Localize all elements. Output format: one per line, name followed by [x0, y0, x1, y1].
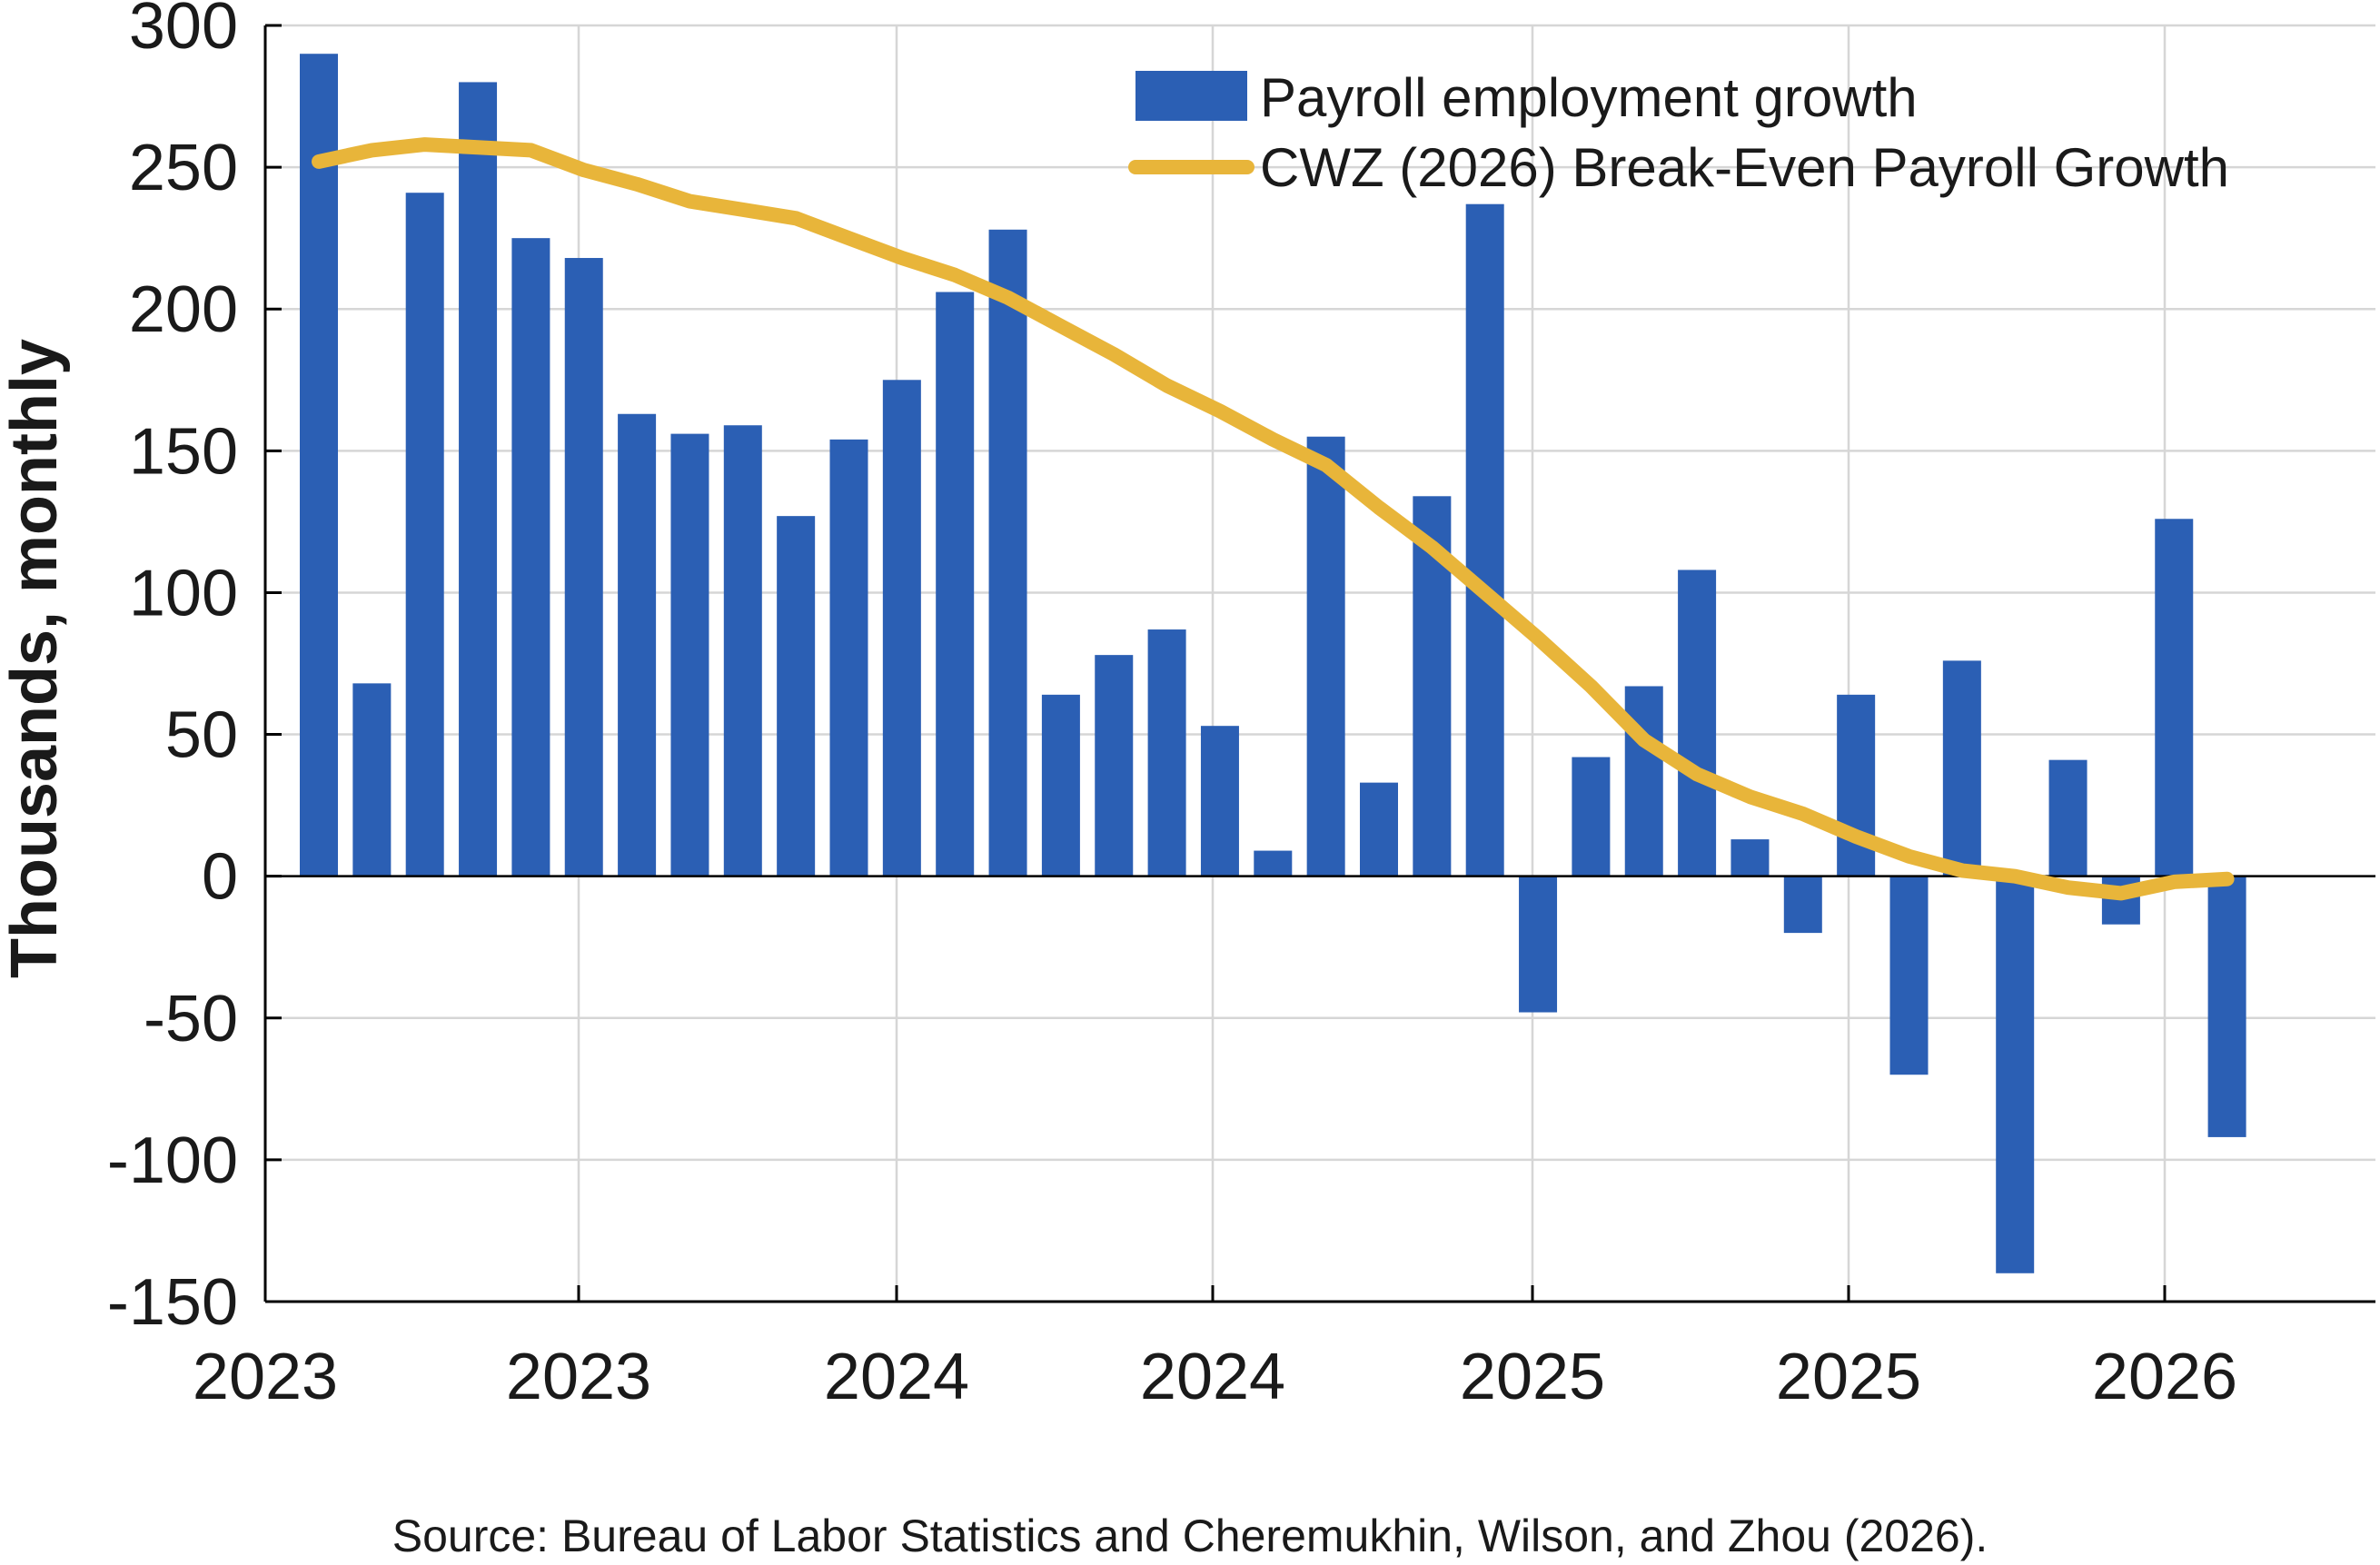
source-note: Source: Bureau of Labor Statistics and C…	[392, 1511, 1988, 1561]
y-tick-label: 0	[202, 841, 238, 914]
y-tick-label: -150	[107, 1266, 238, 1339]
bar-series	[300, 54, 2246, 1273]
y-tick-label: 200	[129, 273, 238, 346]
y-tick-label: -50	[144, 983, 238, 1055]
legend: Payroll employment growth CWZ (2026) Bre…	[1128, 67, 2229, 198]
bar	[1572, 757, 1611, 877]
x-tick-label: 2025	[1776, 1341, 1921, 1413]
bar	[564, 258, 603, 877]
bar	[300, 54, 338, 877]
x-tick-label: 2023	[506, 1341, 651, 1413]
bar	[670, 433, 709, 877]
bar	[1783, 876, 1822, 934]
bar	[1678, 570, 1717, 877]
axes	[263, 25, 2375, 1303]
bar	[1889, 876, 1929, 1075]
bar	[405, 193, 444, 877]
bar	[1942, 660, 1981, 877]
x-tick-label: 2025	[1460, 1341, 1605, 1413]
bar	[723, 425, 762, 877]
bar	[2155, 519, 2194, 877]
line-series	[312, 137, 2235, 901]
bar	[1095, 655, 1134, 877]
bar	[1360, 782, 1398, 877]
y-axis-label: Thousands, monthly	[0, 339, 71, 978]
legend-swatch-bar	[1135, 71, 1247, 121]
bar	[459, 82, 498, 877]
x-axis-ticks: 2023 2023 2024 2024 2025 2025 2026	[193, 1285, 2237, 1413]
bar	[352, 683, 392, 877]
bar	[829, 439, 868, 877]
x-tick-label: 2024	[1140, 1341, 1285, 1413]
y-axis-ticks: -150 -100 -50 0 50 100 150 200 250 300	[107, 0, 282, 1339]
bar	[1519, 876, 1558, 1013]
bar	[1306, 436, 1345, 877]
bar	[936, 292, 975, 877]
legend-label-bar: Payroll employment growth	[1260, 67, 1918, 128]
bar	[511, 238, 550, 877]
y-tick-label: 250	[129, 132, 238, 204]
legend-label-line: CWZ (2026) Break-Even Payroll Growth	[1260, 137, 2229, 198]
bar	[1147, 629, 1186, 877]
y-tick-label: 150	[129, 415, 238, 488]
bar	[988, 229, 1027, 877]
y-tick-label: 50	[165, 699, 238, 772]
bar	[2207, 876, 2246, 1137]
bar	[1254, 850, 1293, 877]
x-tick-label: 2026	[2092, 1341, 2237, 1413]
bar	[1996, 876, 2035, 1273]
bar	[777, 516, 816, 877]
y-tick-label: -100	[107, 1124, 238, 1197]
bar	[882, 380, 921, 877]
bar	[2048, 759, 2087, 877]
x-tick-label: 2024	[824, 1341, 969, 1413]
break-even-line	[312, 137, 2235, 901]
bar	[1730, 839, 1770, 877]
y-tick-label: 100	[129, 557, 238, 629]
bar	[1200, 726, 1239, 877]
x-tick-label: 2023	[193, 1341, 338, 1413]
bar	[1041, 694, 1080, 877]
y-tick-label: 300	[129, 0, 238, 63]
bar	[1465, 203, 1504, 877]
bar	[618, 413, 657, 877]
bar	[1624, 686, 1663, 877]
